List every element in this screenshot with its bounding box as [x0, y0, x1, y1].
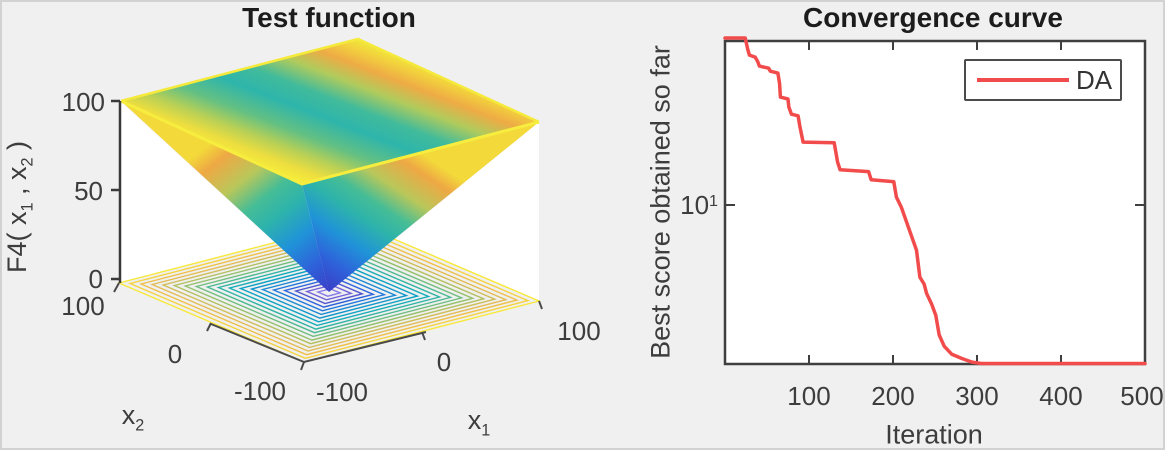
legend-box[interactable]: DA [964, 59, 1122, 101]
contour-ring [271, 273, 387, 312]
contour-ring [249, 265, 409, 319]
floor-axis-lines [113, 282, 543, 371]
x-axis-label: Iteration [885, 419, 983, 450]
convergence-plot-box [723, 39, 1147, 366]
legend-series-label: DA [1076, 64, 1113, 95]
da-convergence-curve [723, 36, 1147, 366]
y-tick-10e1: 101 [680, 190, 718, 220]
x2-tick-100: 100 [61, 291, 105, 321]
x1-tick-neg100: -100 [315, 377, 369, 407]
axes-back-wall-left [119, 101, 275, 283]
z-axis [111, 99, 122, 283]
contour-ring [282, 276, 376, 308]
contour-ring [304, 284, 354, 301]
x-tick-500: 500 [1120, 381, 1164, 411]
x-tick-400: 400 [1039, 381, 1083, 411]
x1-tick-100: 100 [557, 316, 601, 346]
x-tick-100: 100 [787, 381, 831, 411]
surface-rim-front-edges [120, 99, 540, 186]
contour-ring [293, 280, 365, 305]
x-tick-200: 200 [871, 381, 915, 411]
right-plot-title: Convergence curve [803, 2, 1063, 33]
x2-tick-0: 0 [167, 339, 183, 369]
surface-front-right-face [302, 122, 539, 292]
z-tick-50: 50 [74, 176, 103, 206]
contour-ring [315, 288, 343, 297]
x1-tick-0: 0 [436, 347, 452, 377]
z-tick-100: 100 [61, 87, 105, 117]
x2-axis-label: x2 [121, 400, 145, 435]
x-tick-300: 300 [955, 381, 999, 411]
x2-tick-neg100: -100 [233, 376, 287, 406]
axes-back-wall-right [394, 122, 539, 301]
y-axis-label: Best score obtained so far [645, 45, 676, 359]
left-plot-title: Test function [242, 2, 416, 33]
convergence-axis-ticks [726, 42, 1144, 363]
surface-rim-back-edges [120, 37, 540, 124]
surface-front-left-face [121, 101, 329, 292]
contour-ring [260, 269, 398, 316]
legend-line [977, 78, 1069, 82]
surface-plot-canvas [111, 37, 543, 371]
x1-axis-label: x1 [467, 405, 491, 440]
z-tick-0: 0 [88, 264, 103, 294]
